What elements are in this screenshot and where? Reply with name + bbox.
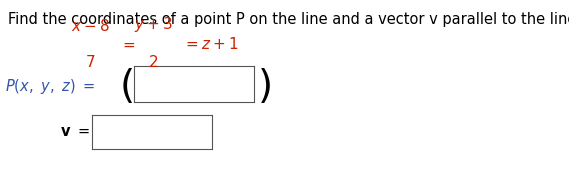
Text: ): ) [258, 68, 273, 106]
Text: $x - 8$: $x - 8$ [71, 18, 109, 34]
Text: $P(x,\ y,\ z)\ =$: $P(x,\ y,\ z)\ =$ [5, 78, 95, 96]
Text: $y + 3$: $y + 3$ [134, 15, 172, 34]
Text: $2$: $2$ [148, 54, 158, 70]
Text: $= z + 1$: $= z + 1$ [183, 36, 238, 52]
Text: $\mathbf{v}\ =$: $\mathbf{v}\ =$ [60, 124, 90, 139]
Text: (: ( [120, 68, 135, 106]
Text: $7$: $7$ [85, 54, 95, 70]
Text: $=$: $=$ [120, 37, 136, 52]
Text: Find the coordinates of a point P on the line and a vector v parallel to the lin: Find the coordinates of a point P on the… [8, 12, 569, 27]
